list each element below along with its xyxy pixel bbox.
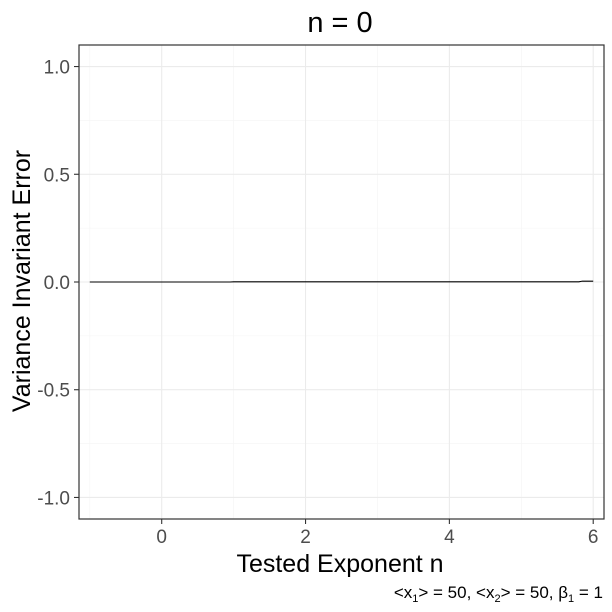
y-tick-label: -0.5 xyxy=(37,381,70,402)
x-axis-title: Tested Exponent n xyxy=(236,550,443,578)
caption-part-1: <x xyxy=(394,583,413,602)
x-tick-label: 0 xyxy=(156,527,167,548)
plot-caption: <x1> = 50, <x2> = 50, β1 = 1 xyxy=(394,583,603,605)
data-series xyxy=(89,280,594,283)
chart-title: n = 0 xyxy=(307,7,372,39)
caption-subscript-3: 1 xyxy=(568,593,574,605)
y-tick-label: 1.0 xyxy=(44,58,70,79)
caption-subscript-1: 1 xyxy=(412,593,418,605)
caption-part-4: = 1 xyxy=(574,583,603,602)
caption-part-3: > = 50, β xyxy=(501,583,569,602)
caption-part-2: > = 50, <x xyxy=(418,583,495,602)
grid-lines xyxy=(79,45,604,519)
y-tick-label: -1.0 xyxy=(37,488,70,509)
caption-subscript-2: 2 xyxy=(494,593,500,605)
x-tick-label: 2 xyxy=(300,527,311,548)
axis-ticks: 0 2 4 6 -1.0 -0.5 0.0 0.5 1.0 xyxy=(37,58,598,548)
x-tick-label: 4 xyxy=(444,527,455,548)
y-tick-label: 0.5 xyxy=(44,165,70,186)
series-line xyxy=(89,280,594,283)
x-tick-label: 6 xyxy=(588,527,599,548)
y-axis-title: Variance Invariant Error xyxy=(8,150,36,412)
y-tick-label: 0.0 xyxy=(44,273,70,294)
